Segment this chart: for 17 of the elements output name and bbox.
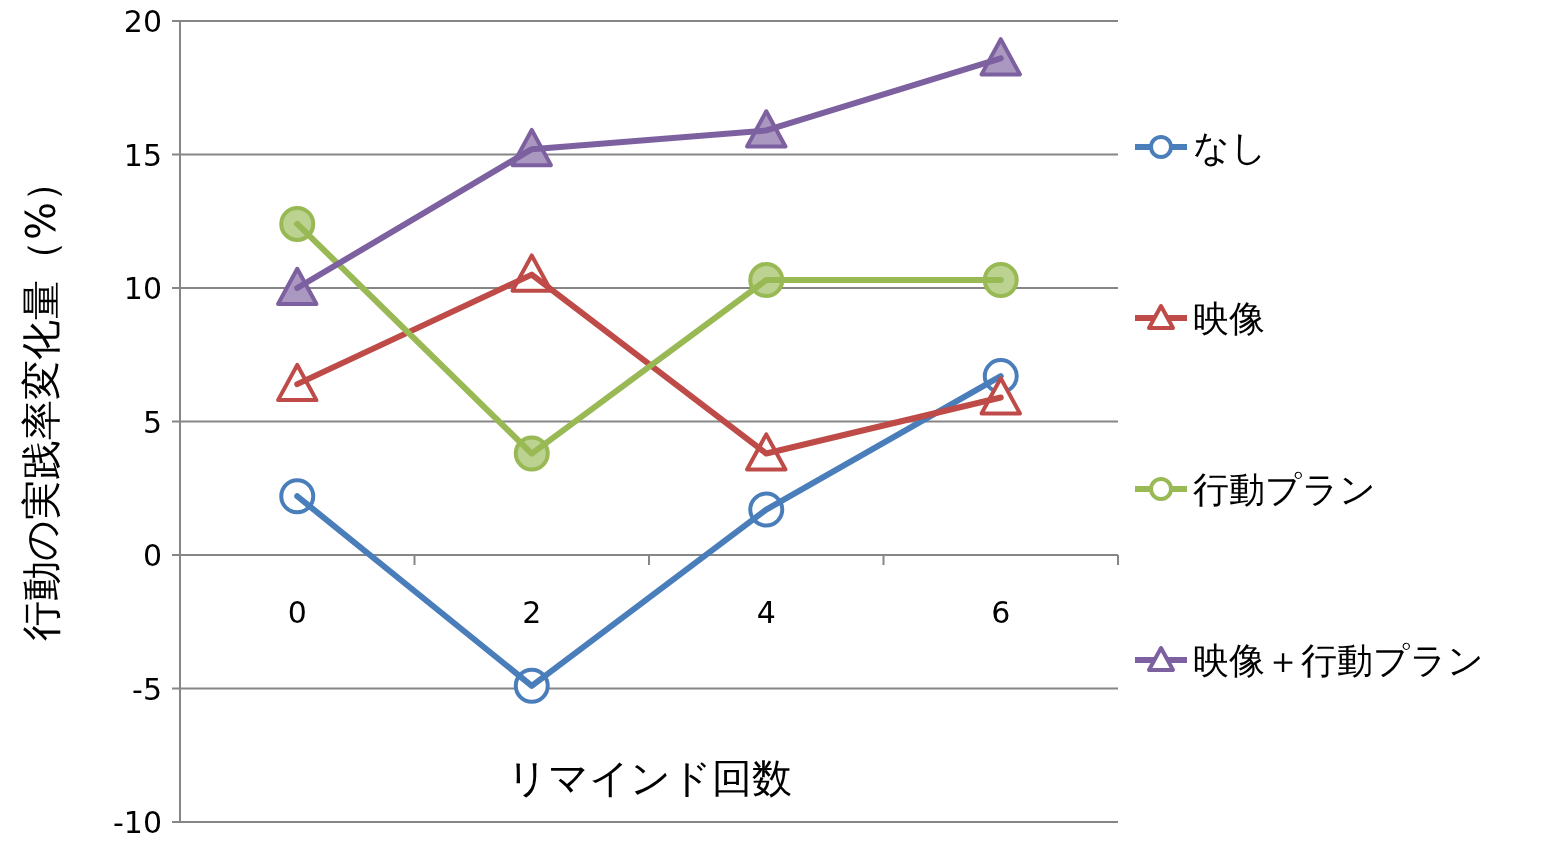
- legend-label: 映像: [1193, 298, 1265, 339]
- y-tick-label: -10: [113, 805, 162, 840]
- y-tick-label: 20: [123, 4, 162, 39]
- x-tick-label: 2: [522, 595, 542, 630]
- x-tick-label: 6: [991, 595, 1011, 630]
- legend-label: 行動プラン: [1193, 469, 1376, 510]
- y-tick-label: -5: [132, 671, 162, 707]
- x-tick-label: 0: [287, 595, 307, 630]
- y-tick-label: 15: [123, 137, 162, 173]
- y-tick-label: 10: [123, 271, 162, 306]
- y-axis-title: 行動の実践率変化量（%）: [18, 161, 64, 642]
- legend-label: なし: [1193, 127, 1267, 168]
- y-tick-label: 0: [142, 538, 162, 573]
- y-tick-label: 5: [142, 404, 162, 440]
- x-axis-title: リマインド回数: [506, 755, 792, 801]
- x-tick-label: 4: [756, 595, 776, 630]
- legend-label: 映像＋行動プラン: [1193, 640, 1484, 681]
